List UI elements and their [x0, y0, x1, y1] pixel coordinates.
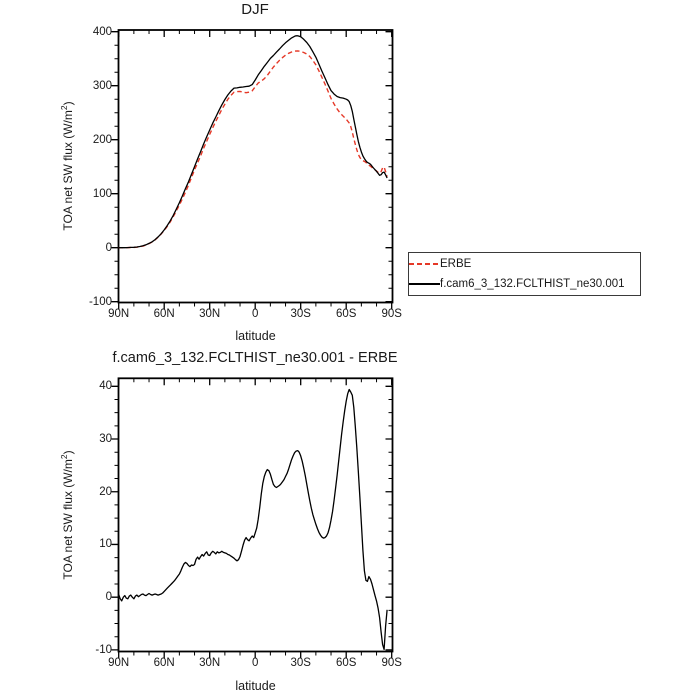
x-tick-label: 90S	[381, 308, 402, 320]
x-tick-label: 90N	[108, 308, 130, 320]
major-ticks-0	[111, 30, 393, 310]
bottom-y-axis-label: TOA net SW flux (W/m2)	[59, 450, 75, 579]
y-tick-label: 300	[92, 79, 112, 92]
top-chart-title: DJF	[241, 1, 269, 18]
y-tick-label: 30	[99, 433, 112, 446]
x-tick-label: 90S	[381, 657, 402, 669]
top-x-axis-label: latitude	[235, 329, 276, 343]
y-tick-label: 40	[99, 380, 112, 393]
x-tick-label: 30N	[199, 657, 221, 669]
x-tick-label: 60N	[153, 308, 175, 320]
y-label-text: TOA net SW flux (W/m	[61, 110, 75, 231]
y-tick-label: 100	[92, 187, 112, 200]
y-label-superscript: 2	[59, 454, 69, 460]
minor-ticks-1	[114, 378, 393, 656]
x-tick-label: 30S	[290, 657, 311, 669]
legend-entry-model: f.cam6_3_132.FCLTHIST_ne30.001	[409, 275, 640, 294]
x-tick-label: 60N	[153, 657, 175, 669]
x-tick-label: 30N	[199, 308, 221, 320]
y-tick-label: 10	[99, 538, 112, 551]
x-tick-label: 60S	[335, 657, 357, 669]
top-y-axis-label: TOA net SW flux (W/m2)	[59, 101, 75, 230]
x-tick-label: 0	[251, 308, 259, 320]
y-label-suffix: )	[61, 450, 75, 455]
x-tick-label: 90N	[108, 657, 130, 669]
erbe-dashed-line-sample	[409, 262, 440, 265]
legend: ERBE f.cam6_3_132.FCLTHIST_ne30.001	[408, 252, 641, 296]
model-solid-line-sample	[409, 283, 440, 285]
legend-label-erbe: ERBE	[440, 257, 472, 270]
y-tick-label: -10	[95, 643, 112, 656]
model-curve	[118, 35, 388, 249]
x-tick-label: 0	[251, 657, 259, 669]
y-label-superscript: 2	[59, 105, 69, 111]
plot-frame-0	[117, 29, 394, 304]
y-tick-label: 200	[92, 133, 112, 146]
legend-entry-erbe: ERBE	[409, 254, 640, 273]
legend-label-model: f.cam6_3_132.FCLTHIST_ne30.001	[440, 278, 625, 291]
plot-frame-1	[117, 377, 394, 653]
minor-ticks-0	[114, 30, 393, 307]
y-tick-label: 0	[105, 241, 112, 254]
x-tick-label: 30S	[290, 308, 311, 320]
difference-curve	[118, 388, 388, 651]
bottom-chart-title: f.cam6_3_132.FCLTHIST_ne30.001 - ERBE	[112, 350, 398, 366]
erbe-curve	[118, 50, 388, 249]
y-tick-label: 400	[92, 25, 112, 38]
y-tick-label: 20	[99, 485, 112, 498]
y-tick-label: -100	[88, 295, 112, 308]
y-label-suffix: )	[61, 101, 75, 106]
y-tick-label: 0	[105, 591, 112, 604]
major-ticks-1	[111, 378, 393, 659]
y-label-text: TOA net SW flux (W/m	[61, 459, 75, 580]
x-tick-label: 60S	[335, 308, 357, 320]
bottom-x-axis-label: latitude	[235, 679, 276, 693]
